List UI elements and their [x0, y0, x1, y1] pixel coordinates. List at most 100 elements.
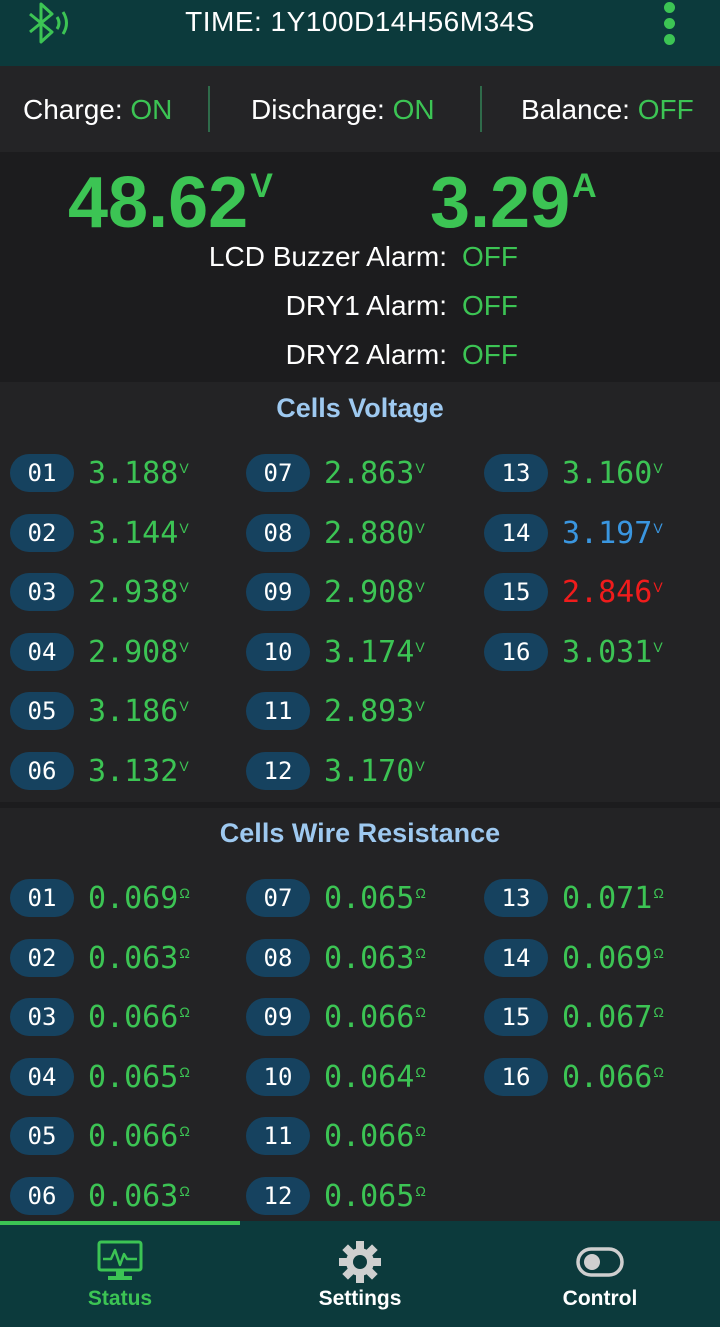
cell-number-badge: 05: [10, 1117, 74, 1156]
balance-label: Balance:: [521, 94, 638, 125]
cell-value: 0.066Ω: [324, 998, 426, 1038]
cell-value-unit: Ω: [653, 1004, 664, 1021]
cell-number-badge: 10: [246, 632, 310, 671]
cell-number-badge: 01: [10, 879, 74, 917]
bottom-navigation: Status: [0, 1221, 720, 1327]
cell-value-unit: V: [653, 519, 663, 536]
tab-status[interactable]: Status: [0, 1221, 240, 1327]
cells-resistance-panel: [0, 808, 720, 1221]
cell-number-badge: 04: [10, 632, 74, 671]
cell-value: 0.065Ω: [88, 1058, 190, 1098]
cell-value-unit: V: [179, 758, 189, 774]
cell-value-unit: V: [653, 579, 663, 596]
cell-value-unit: Ω: [653, 885, 664, 901]
top-app-bar: TIME: 1Y100D14H56M34S: [0, 0, 720, 66]
charge-status: Charge: ON: [23, 94, 172, 126]
cell-value-unit: V: [179, 460, 189, 476]
runtime-label: TIME: 1Y100D14H56M34S: [185, 6, 535, 37]
cell-value: 0.067Ω: [562, 998, 664, 1038]
cell-value-number: 0.065: [324, 1179, 415, 1214]
cell-value-unit: V: [179, 638, 189, 655]
cell-number-badge: 16: [484, 1057, 548, 1096]
cell-value-unit: V: [415, 698, 425, 715]
cell-number-badge: 08: [246, 513, 310, 552]
cell-value-number: 0.071: [562, 881, 653, 916]
cell-number-badge: 07: [246, 454, 310, 492]
cell-number-badge: 13: [484, 879, 548, 917]
cell-value-unit: V: [415, 460, 425, 476]
dry1-alarm-label: DRY1 Alarm:: [285, 290, 447, 321]
divider: [208, 86, 210, 132]
cell-value: 0.064Ω: [324, 1058, 426, 1098]
cell-value-unit: V: [415, 758, 425, 774]
cells-resistance-title: Cells Wire Resistance: [219, 818, 501, 848]
cell-number-badge: 05: [10, 692, 74, 731]
cell-number-badge: 09: [246, 573, 310, 612]
cell-value: 2.880V: [324, 514, 425, 554]
cell-number-badge: 11: [246, 1117, 310, 1156]
cell-value: 0.066Ω: [562, 1058, 664, 1098]
tab-settings[interactable]: Settings: [240, 1221, 480, 1327]
cell-value-number: 0.067: [562, 1000, 653, 1036]
cell-value-unit: Ω: [179, 1183, 190, 1199]
cell-value: 0.063Ω: [324, 939, 426, 979]
cell-value-unit: Ω: [415, 1123, 426, 1140]
cell-value-number: 0.066: [88, 1119, 179, 1155]
cell-value-number: 2.938: [88, 575, 179, 611]
tab-control[interactable]: Control: [480, 1221, 720, 1327]
cell-number-badge: 03: [10, 998, 74, 1037]
cell-value-unit: V: [179, 579, 189, 596]
cell-value-unit: Ω: [179, 1063, 190, 1080]
lcd-buzzer-alarm-value: OFF: [462, 241, 518, 272]
charge-label: Charge:: [23, 94, 131, 125]
cell-value-number: 0.063: [88, 940, 179, 976]
total-current-value: 3.29: [430, 163, 571, 243]
cell-number-badge: 07: [246, 879, 310, 917]
cell-value-number: 0.069: [88, 881, 179, 916]
cell-value-number: 0.066: [324, 1119, 415, 1155]
cell-number-badge: 16: [484, 632, 548, 671]
cell-value-number: 0.066: [562, 1059, 653, 1095]
divider: [480, 86, 482, 132]
cell-value: 3.188V: [88, 454, 189, 494]
cell-value: 2.908V: [88, 633, 189, 673]
current-unit: A: [572, 167, 597, 205]
switch-status-bar: Charge: ON Discharge: ON Balance: OFF: [0, 66, 720, 152]
cell-value: 3.170V: [324, 752, 425, 792]
cell-number-badge: 03: [10, 573, 74, 612]
monitor-pulse-icon: [96, 1239, 144, 1285]
cell-value: 0.069Ω: [88, 879, 190, 919]
cell-number-badge: 15: [484, 573, 548, 612]
cell-value-number: 2.846: [562, 575, 653, 611]
cell-value: 2.938V: [88, 573, 189, 613]
cell-value-unit: V: [179, 698, 189, 715]
cell-value-unit: V: [653, 638, 663, 655]
cell-value: 0.065Ω: [324, 1177, 426, 1217]
cell-value-number: 0.063: [88, 1179, 179, 1214]
cell-number-badge: 11: [246, 692, 310, 731]
cell-number-badge: 06: [10, 1177, 74, 1215]
cell-value-unit: V: [415, 579, 425, 596]
cell-value-number: 0.066: [324, 1000, 415, 1036]
cell-value: 2.908V: [324, 573, 425, 613]
cell-number-badge: 02: [10, 938, 74, 977]
cell-value-unit: Ω: [415, 944, 426, 961]
cell-value: 0.071Ω: [562, 879, 664, 919]
cell-value-unit: Ω: [415, 1183, 426, 1199]
cell-value: 0.069Ω: [562, 939, 664, 979]
bluetooth-icon[interactable]: [24, 0, 76, 46]
cell-number-badge: 13: [484, 454, 548, 492]
cell-value-number: 2.893: [324, 694, 415, 730]
total-voltage-value: 48.62: [68, 163, 249, 243]
overflow-menu-icon[interactable]: [658, 2, 680, 50]
cells-voltage-title: Cells Voltage: [276, 393, 444, 423]
cell-value: 0.066Ω: [88, 1117, 190, 1157]
cell-value-number: 3.031: [562, 634, 653, 670]
charge-value: ON: [130, 94, 173, 125]
total-voltage: 48.62V: [68, 162, 273, 244]
cell-value: 0.066Ω: [324, 1117, 426, 1157]
cell-value: 3.160V: [562, 454, 663, 494]
cell-value-number: 0.065: [88, 1059, 179, 1095]
cell-value: 3.174V: [324, 633, 425, 673]
cell-number-badge: 08: [246, 938, 310, 977]
